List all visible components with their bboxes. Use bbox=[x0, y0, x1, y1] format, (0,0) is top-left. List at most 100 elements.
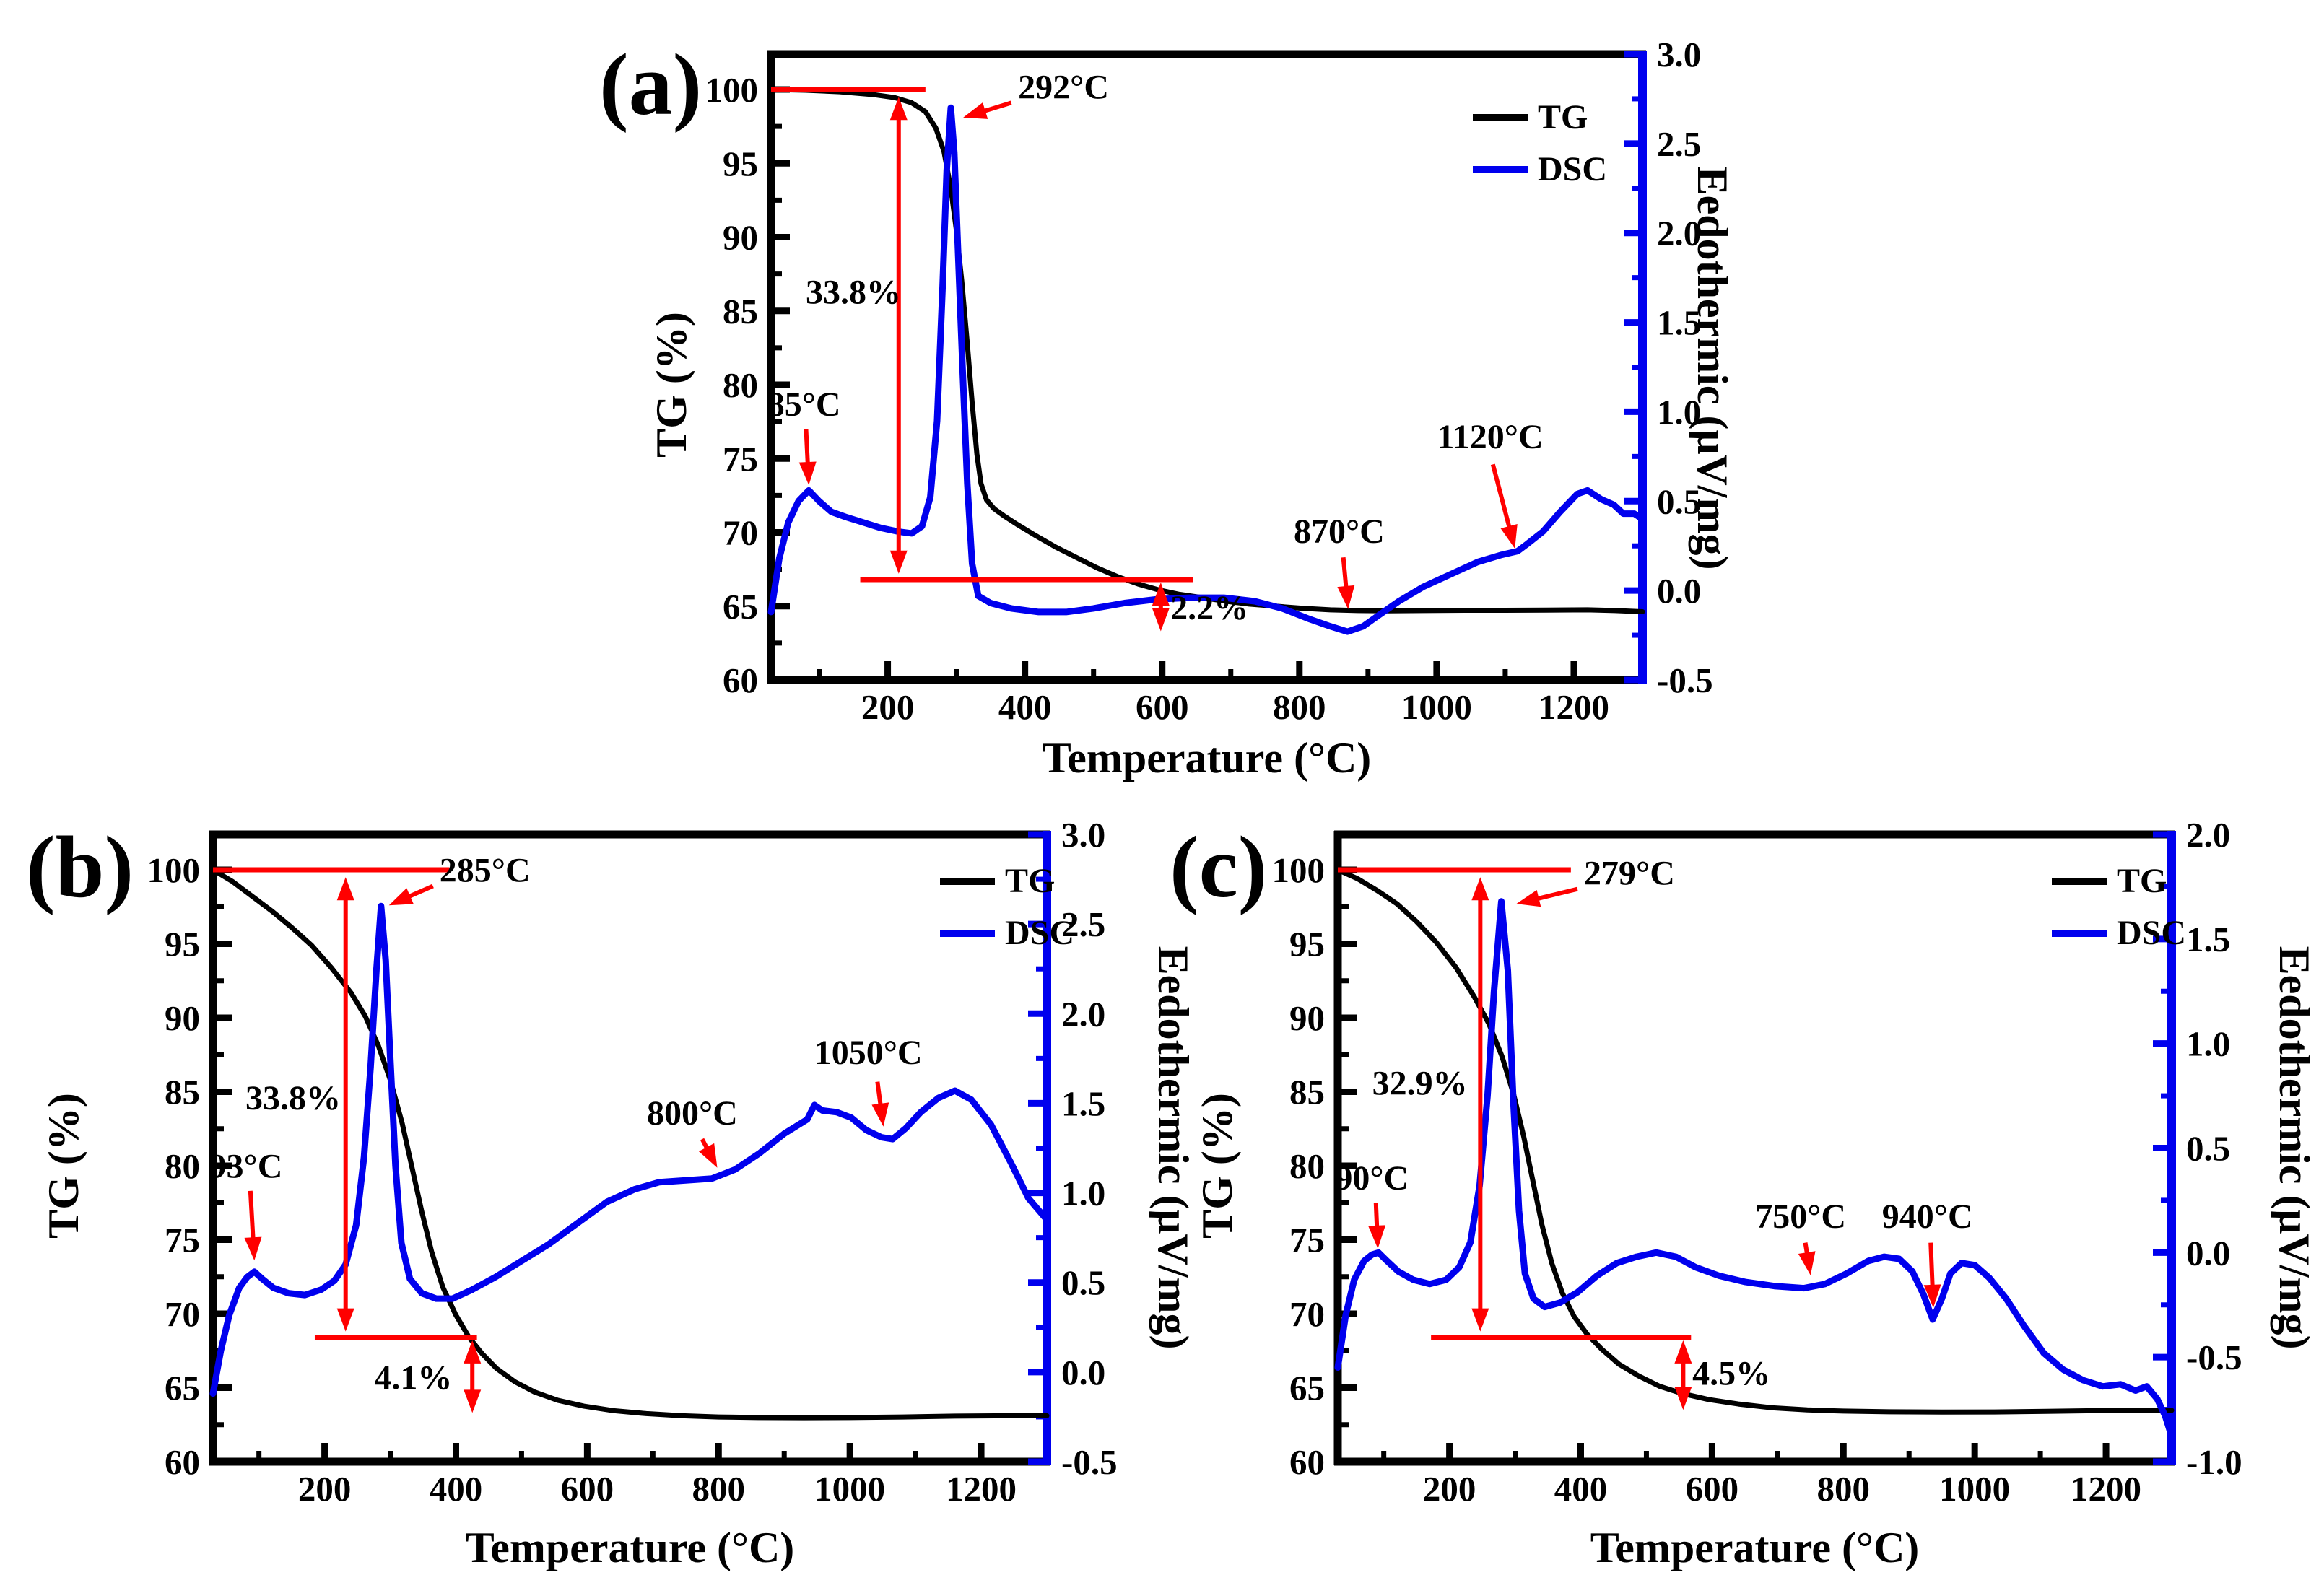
annotation-arrowhead bbox=[871, 1102, 889, 1127]
y-left-tick-label: 85 bbox=[723, 292, 758, 331]
y-right-tick-label: 2.0 bbox=[1061, 994, 1105, 1034]
legend-label-tg: TG bbox=[1005, 862, 1055, 900]
annotation-text: 750°C bbox=[1755, 1197, 1846, 1236]
y-left-tick-label: 80 bbox=[723, 365, 758, 405]
panel-a: 60 65 70 75 80 85 90 95 100 3.0 2.5 2.0 1.5 1.0 0.5 0.0… bbox=[578, 7, 1848, 790]
x-tick-label: 1200 bbox=[1539, 687, 1609, 727]
annotation-arrowhead bbox=[698, 1143, 718, 1168]
annotation-text: 800°C bbox=[647, 1094, 738, 1133]
y-left-tick-label: 80 bbox=[165, 1146, 200, 1186]
y-left-tick-label: 60 bbox=[165, 1442, 200, 1482]
chart-c: 60 65 70 75 80 85 90 95 100 2.0 1.5 1.0 0.5 0.0 -0.5 -1… bbox=[1170, 815, 2318, 1571]
x-tick-label: 800 bbox=[1817, 1469, 1871, 1509]
y-right-tick-label: 2.0 bbox=[1657, 214, 1701, 253]
x-tick-label: 200 bbox=[298, 1469, 352, 1509]
annotation-arrowhead bbox=[1500, 524, 1518, 549]
annotation-arrowhead bbox=[1337, 585, 1355, 609]
legend-label-dsc: DSC bbox=[1005, 914, 1074, 952]
annotation-text: 1050°C bbox=[814, 1034, 923, 1072]
y-left-tick-label: 65 bbox=[723, 587, 758, 627]
annotation-arrowhead bbox=[336, 1308, 354, 1332]
x-tick-label: 600 bbox=[1136, 687, 1189, 727]
annotation-arrowhead bbox=[963, 102, 988, 119]
dsc-curve bbox=[209, 902, 1050, 1397]
x-tick-label: 800 bbox=[692, 1469, 746, 1509]
x-tick-label: 400 bbox=[1554, 1469, 1608, 1509]
annotation-arrowhead bbox=[889, 97, 908, 121]
annotation-text: 292°C bbox=[1018, 68, 1109, 106]
annotation-arrowhead bbox=[1152, 583, 1170, 606]
annotation-arrowhead bbox=[1152, 608, 1170, 632]
x-tick-label: 1000 bbox=[1939, 1469, 2010, 1509]
annotation-text: 33.8% bbox=[806, 274, 901, 312]
y-right-tick-label: 0.5 bbox=[1657, 481, 1701, 521]
panel-label: (a) bbox=[599, 36, 702, 134]
y-left-tick-label: 60 bbox=[1289, 1442, 1325, 1482]
annotation-text: 4.1% bbox=[374, 1359, 452, 1397]
y-right-tick-label: -0.5 bbox=[1657, 660, 1713, 700]
x-tick-label: 1200 bbox=[946, 1469, 1017, 1509]
annotation-text: 940°C bbox=[1882, 1197, 1973, 1236]
annotation-text: 2.2% bbox=[1170, 589, 1248, 627]
annotation-arrowhead bbox=[798, 461, 817, 486]
y-left-axis-title: TG (%) bbox=[40, 1093, 87, 1239]
y-right-tick-label: 1.0 bbox=[2186, 1024, 2230, 1064]
annotation-text: 870°C bbox=[1294, 512, 1385, 551]
annotation-arrowhead bbox=[336, 877, 354, 901]
annotation-arrowhead bbox=[1923, 1284, 1941, 1308]
y-right-tick-label: 1.5 bbox=[1061, 1083, 1105, 1123]
annotation-arrowhead bbox=[889, 550, 908, 574]
annotation-arrowhead bbox=[1674, 1387, 1692, 1410]
y-left-tick-label: 70 bbox=[1289, 1294, 1325, 1334]
dsc-curve bbox=[1334, 898, 2175, 1440]
y-right-tick-label: 1.0 bbox=[1061, 1174, 1105, 1213]
annotation-text: 279°C bbox=[1584, 855, 1675, 893]
y-right-tick-label: 2.5 bbox=[1061, 904, 1105, 944]
y-left-tick-label: 70 bbox=[165, 1294, 200, 1334]
annotation-text: 85°C bbox=[767, 385, 841, 424]
x-axis-title: Temperature (°C) bbox=[1043, 734, 1372, 782]
x-tick-label: 1200 bbox=[2071, 1469, 2141, 1509]
chart-a: 60 65 70 75 80 85 90 95 100 3.0 2.5 2.0 1.5 1.0 0.5 0.0… bbox=[599, 35, 1736, 782]
y-right-tick-label: 1.5 bbox=[1657, 303, 1701, 343]
annotation-arrowhead bbox=[464, 1390, 482, 1413]
panel-c: 60 65 70 75 80 85 90 95 100 2.0 1.5 1.0 0.5 0.0 -0.5 -1… bbox=[1141, 787, 2324, 1584]
y-left-tick-label: 65 bbox=[1289, 1369, 1325, 1408]
annotation-arrowhead bbox=[1674, 1340, 1692, 1364]
x-axis-title: Temperature (°C) bbox=[466, 1524, 795, 1571]
y-left-tick-label: 85 bbox=[1289, 1073, 1325, 1112]
legend-label-dsc: DSC bbox=[1538, 150, 1607, 188]
dsc-curve bbox=[767, 104, 1646, 635]
annotation-text: 33.8% bbox=[245, 1079, 341, 1117]
legend-label-tg: TG bbox=[2117, 862, 2167, 900]
y-left-tick-label: 75 bbox=[1289, 1221, 1325, 1260]
y-right-tick-label: 0.0 bbox=[1657, 571, 1701, 611]
y-right-tick-label: 3.0 bbox=[1061, 815, 1105, 855]
annotation-arrowhead bbox=[244, 1236, 262, 1261]
legend-label-tg: TG bbox=[1538, 98, 1588, 136]
annotation-arrowhead bbox=[1471, 877, 1489, 901]
x-tick-label: 200 bbox=[1423, 1469, 1476, 1509]
legend-label-dsc: DSC bbox=[2117, 914, 2186, 952]
y-right-tick-label: 1.5 bbox=[2186, 920, 2230, 959]
annotation-arrowhead bbox=[1798, 1251, 1816, 1275]
annotation-arrowhead bbox=[1368, 1225, 1386, 1249]
annotation-arrowhead bbox=[1516, 889, 1541, 907]
annotation-arrowhead bbox=[464, 1340, 482, 1364]
y-left-tick-label: 100 bbox=[705, 70, 759, 110]
y-left-axis-title: TG (%) bbox=[1193, 1093, 1241, 1239]
y-left-tick-label: 70 bbox=[723, 513, 758, 553]
y-left-tick-label: 90 bbox=[1289, 998, 1325, 1038]
annotation-text: 93°C bbox=[209, 1147, 283, 1185]
x-tick-label: 400 bbox=[998, 687, 1052, 727]
x-tick-label: 600 bbox=[1686, 1469, 1739, 1509]
x-tick-label: 400 bbox=[430, 1469, 483, 1509]
y-right-tick-label: 0.0 bbox=[2186, 1233, 2230, 1273]
y-left-tick-label: 75 bbox=[723, 439, 758, 479]
y-left-tick-label: 80 bbox=[1289, 1146, 1325, 1186]
y-right-tick-label: 0.0 bbox=[1061, 1353, 1105, 1392]
y-left-tick-label: 100 bbox=[147, 850, 201, 890]
panel-label: (c) bbox=[1170, 819, 1267, 916]
y-left-tick-label: 75 bbox=[165, 1221, 200, 1260]
chart-b: 60 65 70 75 80 85 90 95 100 3.0 2.5 2.0 1.5 1.0 0.5 0.0… bbox=[26, 815, 1197, 1571]
